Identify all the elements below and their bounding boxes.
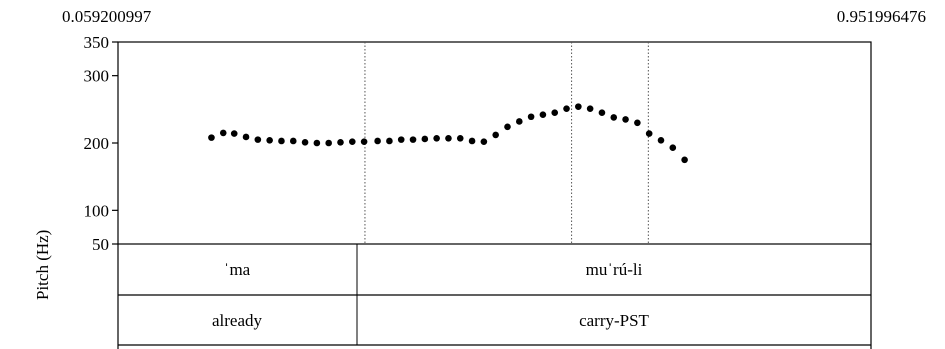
pitch-point [266,137,273,144]
boundary-lines [364,42,649,244]
pitch-point [598,109,606,116]
pitch-point [551,109,559,116]
pitch-point [313,139,321,147]
y-axis-label: Pitch (Hz) [33,230,52,300]
pitch-point [409,136,417,143]
pitch-point [337,139,344,146]
y-tick-label: 300 [84,67,110,86]
pitch-point [527,113,535,121]
pitch-point [349,138,356,145]
pitch-point [386,137,393,145]
pitch-point [325,139,332,147]
pitch-point [563,105,570,112]
pitch-point [301,139,309,146]
pitch-point [515,118,523,125]
pitch-point [480,138,488,145]
pitch-point [374,137,381,145]
time-start-label: 0.059200997 [62,7,152,26]
pitch-point [610,114,618,121]
y-tick-label: 200 [84,134,110,153]
pitch-point [669,144,677,152]
pitch-point [219,129,227,137]
tier2-interval-1-label: already [212,311,263,330]
y-tick-label: 100 [84,201,110,220]
pitch-point [445,134,452,142]
pitch-point [289,137,297,145]
pitch-point [492,131,499,139]
pitch-point [456,134,464,142]
pitch-point [634,119,641,127]
tier1-interval-2-label: muˈrú-li [586,260,643,279]
y-axis: 50 100 200 300 350 [84,33,118,254]
pitch-points [208,103,688,164]
tier1-interval-1-label: ˈma [224,260,251,279]
pitch-point [360,138,368,145]
y-tick-label: 50 [92,235,109,254]
pitch-point [504,123,511,131]
pitch-point [433,134,440,142]
pitch-point [421,135,429,143]
pitch-point [622,116,629,123]
pitch-point [242,133,250,141]
pitch-point [645,130,653,137]
y-tick-label: 350 [84,33,110,52]
pitch-point [657,137,665,144]
pitch-point [208,134,215,141]
pitch-point [681,156,688,164]
pitch-point [586,105,594,112]
time-end-label: 0.951996476 [837,7,926,26]
pitch-point [539,111,547,119]
pitch-point [575,103,582,110]
tier2-interval-2-label: carry-PST [579,311,649,330]
plot-frame [117,41,872,245]
pitch-point [278,137,285,145]
pitch-point [397,136,405,143]
pitch-point [254,136,262,143]
pitch-point [468,137,476,145]
pitch-point [230,130,238,137]
